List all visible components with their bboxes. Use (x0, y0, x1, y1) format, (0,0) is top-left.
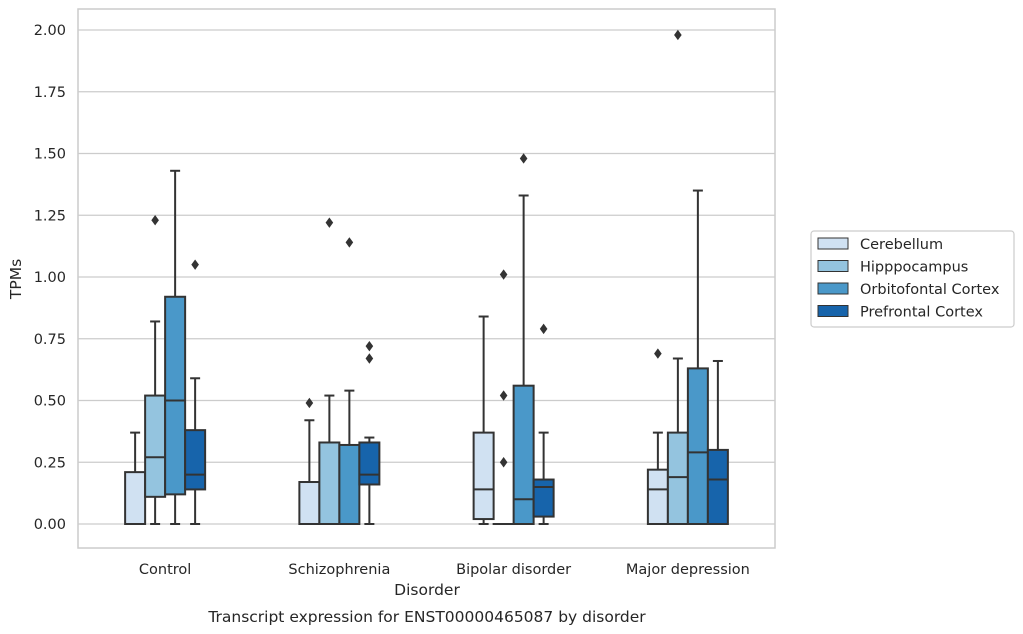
box-group (338, 237, 361, 525)
legend-swatch (817, 237, 849, 250)
y-tick-label: 1.25 (34, 208, 66, 224)
box (666, 431, 689, 525)
box (124, 471, 147, 526)
y-axis-label: TPMs (7, 259, 25, 300)
box-group (686, 189, 709, 526)
legend-frame (810, 230, 1015, 328)
legend-swatch (817, 282, 849, 295)
y-tick-label: 1.75 (34, 85, 66, 101)
x-axis-label: Disorder (394, 581, 460, 599)
box-group (646, 348, 669, 526)
box (358, 441, 381, 486)
box-group (706, 359, 729, 525)
x-tick-label: Schizophrenia (288, 562, 390, 578)
box (646, 468, 669, 526)
box-group (184, 259, 207, 525)
box (144, 394, 167, 498)
outlier-point (305, 397, 314, 409)
y-tick-label: 0.50 (34, 394, 66, 410)
box-group (512, 153, 535, 525)
box (472, 431, 495, 521)
x-tick-label: Major depression (626, 562, 750, 578)
box (686, 367, 709, 526)
outlier-point (365, 353, 374, 364)
y-tick-label: 2.00 (34, 23, 66, 39)
x-tick-label: Control (139, 562, 191, 578)
chart-caption: Transcript expression for ENST0000046508… (207, 608, 646, 626)
plot-area-frame (77, 8, 776, 549)
box-group (144, 214, 167, 525)
legend-label: Prefrontal Cortex (860, 305, 983, 321)
y-tick-label: 0.25 (34, 455, 66, 471)
box (298, 481, 321, 526)
y-tick-label: 0.75 (34, 332, 66, 348)
outlier-point (499, 457, 508, 468)
legend: Cerebellum Hipppocampus Orbitofontal Corte… (810, 230, 1015, 328)
x-tick-label: Bipolar disorder (456, 562, 571, 578)
box (318, 441, 341, 525)
outlier-point (654, 348, 662, 359)
legend-label: Orbitofontal Cortex (860, 282, 1000, 298)
box-group (472, 315, 495, 525)
y-tick-label: 0.00 (34, 517, 66, 533)
box-group (298, 397, 321, 526)
legend-swatch (817, 305, 849, 317)
box (512, 384, 535, 525)
box-group (492, 269, 515, 526)
outlier-point (499, 269, 508, 280)
outlier-point (151, 214, 159, 226)
outlier-point (674, 29, 682, 41)
outlier-point (539, 323, 548, 335)
outlier-point (519, 153, 528, 164)
legend-label: Hipppocampus (860, 260, 968, 276)
y-axis-ticks: 0.00 0.25 0.50 0.75 1.00 1.25 1.50 1.75 2.00 (34, 23, 66, 533)
box (164, 295, 187, 496)
y-tick-label: 1.00 (34, 270, 66, 286)
outlier-point (325, 217, 334, 228)
box (184, 429, 207, 491)
box-group (532, 323, 555, 525)
outlier-point (499, 390, 508, 401)
box-group (358, 340, 381, 525)
outlier-point (345, 237, 354, 248)
legend-label: Cerebellum (860, 237, 943, 253)
outlier-point (191, 259, 199, 270)
box-group (164, 169, 187, 525)
box-group (124, 431, 147, 526)
x-axis-ticks: Control Schizophrenia Bipolar disorder Majo… (139, 562, 750, 578)
box (706, 448, 729, 525)
box (532, 478, 555, 518)
boxes (124, 29, 729, 526)
y-tick-label: 1.50 (34, 147, 66, 163)
box-group (318, 217, 341, 525)
box (338, 443, 361, 525)
legend-swatch (817, 260, 849, 272)
outlier-point (365, 340, 374, 352)
